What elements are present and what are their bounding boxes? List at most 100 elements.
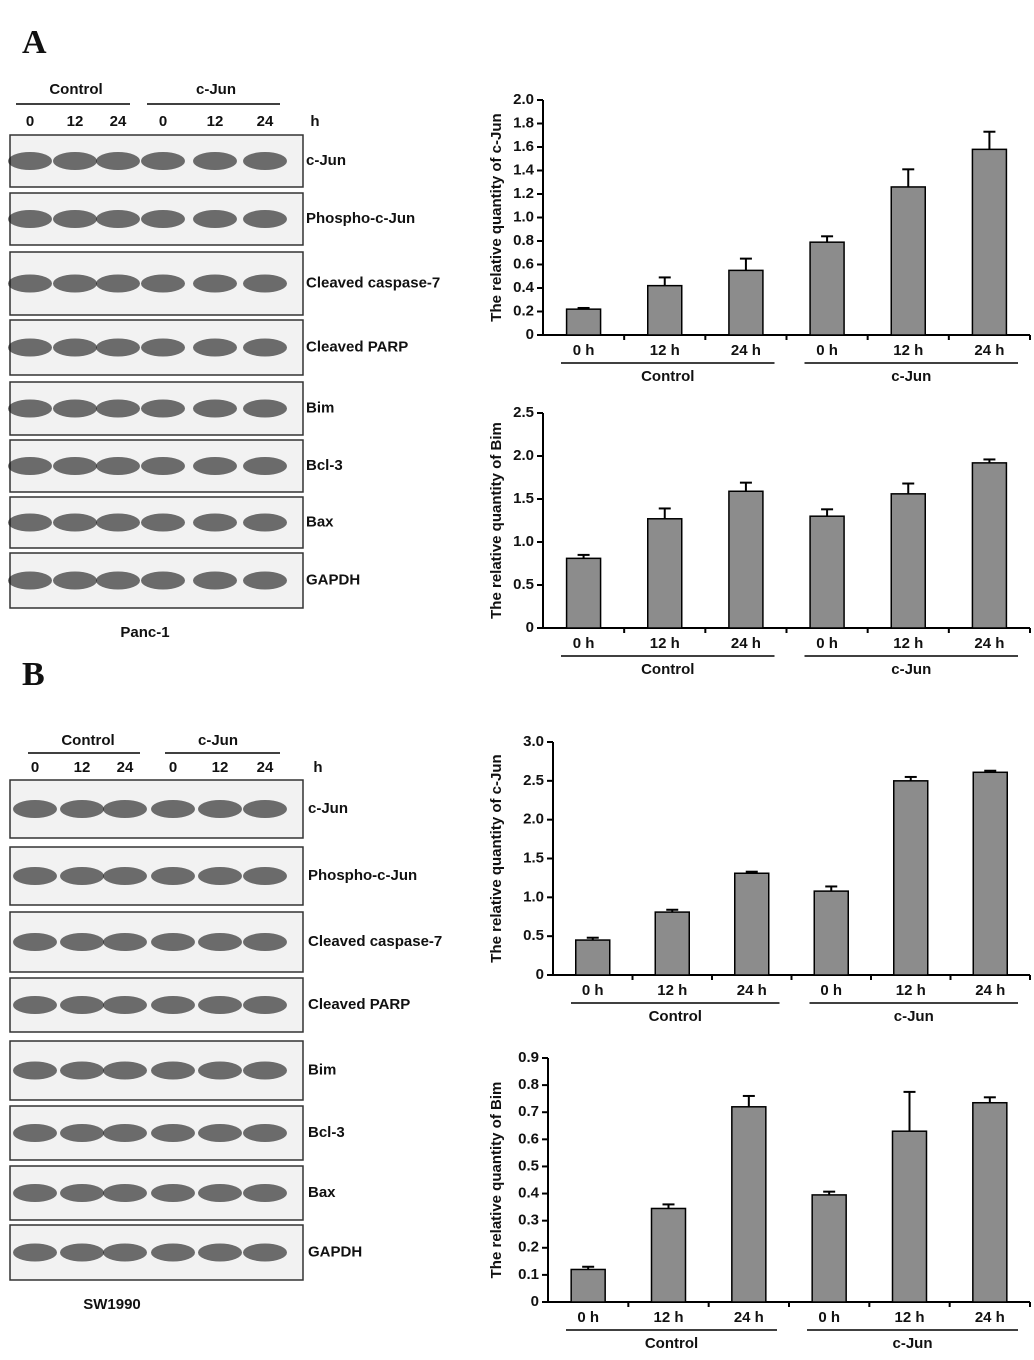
bar	[647, 284, 683, 336]
blot-band	[243, 1124, 287, 1142]
blot-band	[193, 210, 237, 228]
lane-label: 24	[257, 113, 274, 130]
error-bar	[658, 507, 671, 519]
bar	[575, 939, 611, 976]
blot-band	[193, 571, 237, 590]
blot-band	[103, 800, 147, 818]
y-tick-label: 0.4	[518, 1185, 540, 1202]
blot-band	[193, 513, 237, 532]
blot-band	[151, 1243, 195, 1262]
blot-band	[198, 996, 242, 1014]
x-tick-label: 24 h	[974, 342, 1004, 359]
blot-band	[60, 1124, 104, 1142]
blot-band	[60, 1243, 104, 1262]
group-label: Control	[649, 1008, 702, 1025]
y-tick-label: 1.8	[513, 114, 534, 131]
blot-band	[243, 210, 287, 228]
blot-band	[60, 996, 104, 1014]
lane-label: 12	[212, 759, 229, 776]
protein-label: Bax	[308, 1184, 336, 1201]
blot-band	[8, 210, 52, 228]
blot-band	[53, 152, 97, 170]
y-tick-label: 0.5	[518, 1157, 539, 1174]
blot-band	[103, 1061, 147, 1080]
blot-band	[96, 210, 140, 228]
blot-band	[243, 867, 287, 885]
blot-band	[141, 513, 185, 532]
blot-band	[103, 1184, 147, 1202]
x-tick-label: 12 h	[657, 982, 687, 999]
blot-band	[243, 1243, 287, 1262]
blot-band	[103, 1124, 147, 1142]
x-tick-label: 12 h	[650, 635, 680, 652]
group-label: Control	[641, 661, 694, 678]
bar	[891, 1130, 928, 1303]
error-bar	[983, 1096, 996, 1103]
bar	[971, 462, 1008, 629]
protein-label: Bax	[306, 513, 334, 530]
bar	[728, 490, 764, 629]
blot-band	[96, 399, 140, 418]
x-tick-label: 12 h	[650, 342, 680, 359]
protein-label: Bcl-3	[306, 457, 343, 474]
blot-band	[60, 867, 104, 885]
y-tick-label: 0.8	[518, 1076, 539, 1093]
blot-band	[103, 867, 147, 885]
blot-band	[8, 513, 52, 532]
blot-band	[243, 152, 287, 170]
x-tick-label: 12 h	[894, 1309, 924, 1326]
lane-label: 0	[26, 113, 34, 130]
blot-band	[8, 457, 52, 475]
blot-band	[243, 996, 287, 1014]
x-tick-label: 0 h	[582, 982, 604, 999]
blot-band	[53, 513, 97, 532]
blot-band	[8, 274, 52, 293]
blot-band	[53, 571, 97, 590]
blot-band	[13, 933, 57, 951]
error-bar	[586, 936, 599, 941]
group-label: Control	[61, 732, 114, 749]
bar	[809, 241, 845, 336]
y-tick-label: 0.9	[518, 1049, 539, 1066]
protein-label: c-Jun	[306, 152, 346, 169]
y-tick-label: 0.3	[518, 1212, 539, 1229]
blot-band	[96, 457, 140, 475]
error-bar	[902, 482, 915, 494]
blot-band	[243, 571, 287, 590]
blot-band	[141, 338, 185, 357]
error-bar	[823, 1190, 836, 1195]
blot-band	[151, 1184, 195, 1202]
bar	[811, 1194, 847, 1303]
blot-band	[141, 152, 185, 170]
y-tick-label: 2.0	[513, 447, 534, 464]
error-bar	[658, 276, 671, 286]
x-tick-label: 0 h	[577, 1309, 599, 1326]
error-bar	[577, 553, 590, 559]
blot-band	[198, 1184, 242, 1202]
blot-band	[13, 996, 57, 1014]
blot-band	[60, 1184, 104, 1202]
y-tick-label: 2.5	[513, 404, 534, 421]
y-tick-label: 3.0	[523, 733, 544, 750]
group-label: Control	[641, 368, 694, 385]
lane-label: 24	[110, 113, 127, 130]
bar	[728, 269, 764, 336]
blot-band	[53, 338, 97, 357]
blot-band	[193, 274, 237, 293]
bar	[734, 872, 770, 976]
blot-band	[8, 338, 52, 357]
x-tick-label: 24 h	[734, 1309, 764, 1326]
y-tick-label: 0.2	[518, 1239, 539, 1256]
group-label: c-Jun	[198, 732, 238, 749]
blot-band	[151, 867, 195, 885]
blot-band	[141, 274, 185, 293]
error-bar	[739, 481, 752, 492]
lane-label: 12	[67, 113, 84, 130]
blot-band	[103, 996, 147, 1014]
unit-label: h	[313, 759, 322, 776]
y-tick-label: 1.5	[513, 490, 534, 507]
blot-band	[53, 274, 97, 293]
group-label: c-Jun	[196, 81, 236, 98]
blot-band	[96, 152, 140, 170]
